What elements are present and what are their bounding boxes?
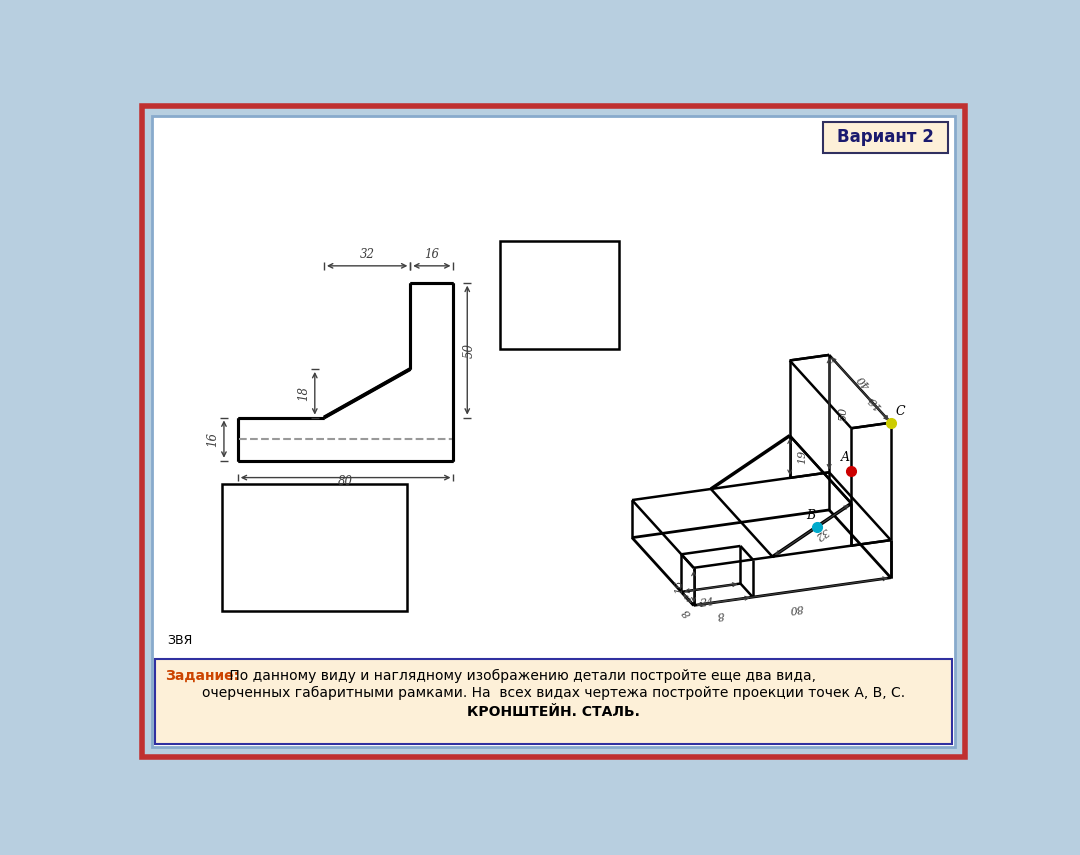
- Text: 24: 24: [699, 597, 715, 609]
- Text: 8: 8: [717, 609, 725, 620]
- Text: 32: 32: [360, 248, 375, 262]
- Text: 40: 40: [856, 374, 873, 391]
- Text: 16: 16: [674, 580, 685, 593]
- Text: 50: 50: [462, 343, 475, 357]
- Text: По данному виду и наглядному изображению детали постройте еще два вида,: По данному виду и наглядному изображению…: [226, 669, 816, 683]
- Text: 16: 16: [424, 248, 440, 262]
- Text: очерченных габаритными рамками. На  всех видах чертежа постройте проекции точек : очерченных габаритными рамками. На всех …: [202, 687, 905, 700]
- Text: 8: 8: [681, 606, 693, 618]
- Bar: [500, 241, 619, 349]
- Text: 18: 18: [297, 386, 310, 401]
- Text: 16: 16: [867, 394, 883, 411]
- Text: Задание:: Задание:: [165, 669, 240, 683]
- Text: 32: 32: [812, 526, 829, 542]
- Bar: [222, 484, 407, 610]
- Text: Вариант 2: Вариант 2: [837, 128, 934, 146]
- Text: КРОНШТЕЙН. СТАЛЬ.: КРОНШТЕЙН. СТАЛЬ.: [467, 705, 640, 719]
- Text: A: A: [840, 451, 850, 464]
- Text: 80: 80: [338, 475, 353, 488]
- Bar: [154, 659, 953, 744]
- Text: 19: 19: [797, 450, 808, 464]
- Text: 16: 16: [206, 432, 219, 446]
- Text: B: B: [806, 510, 815, 522]
- Text: C: C: [895, 405, 905, 418]
- Text: 80: 80: [788, 602, 804, 614]
- Text: 50: 50: [838, 406, 849, 421]
- Text: ЗВЯ: ЗВЯ: [167, 634, 192, 647]
- Bar: [823, 122, 948, 153]
